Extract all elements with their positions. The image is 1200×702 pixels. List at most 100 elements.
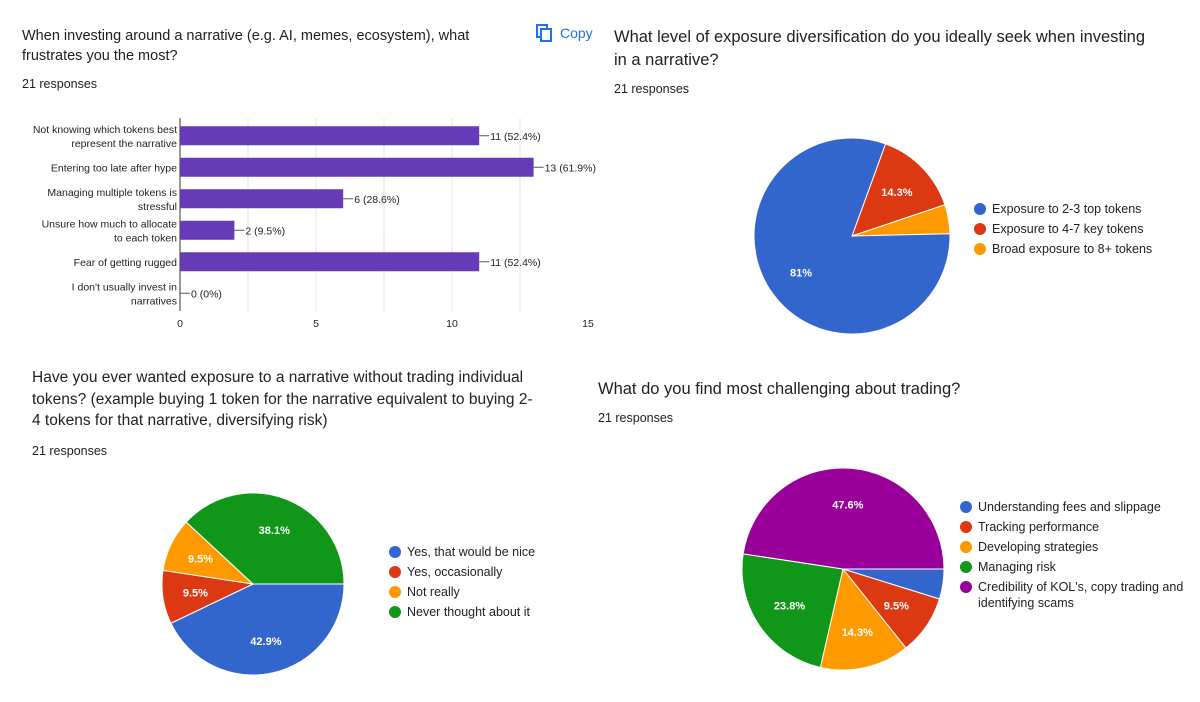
copy-label: Copy (560, 25, 593, 41)
legend-label: Exposure to 2-3 top tokens (992, 202, 1142, 216)
q1-title-line2: frustrates you the most? (22, 48, 178, 65)
q1-bar (180, 220, 235, 240)
q3-pie-slice-label: 9.5% (183, 588, 208, 600)
q4-title: What do you find most challenging about … (598, 378, 1178, 401)
legend-swatch (974, 223, 986, 235)
legend-label: Yes, that would be nice (407, 545, 536, 559)
q1-bar (180, 126, 480, 146)
q1-category-label: Unsure how much to allocate to each token (42, 218, 178, 244)
q3-title-line1: Have you ever wanted exposure to a narra… (32, 369, 524, 386)
q3-pie-slice (185, 492, 345, 585)
q1-value-label: 6 (28.6%) (354, 194, 400, 206)
q4-pie-slice (741, 553, 844, 669)
legend-swatch (960, 561, 972, 573)
q1-bar-chart: Not knowing which tokens best represent t… (33, 118, 596, 330)
q3-title-line3: 4 tokens for that narrative, diversifyin… (32, 412, 328, 430)
legend-label: Not really (407, 585, 460, 599)
q4-pie-slice (742, 467, 945, 570)
q2-panel: What level of exposure diversification d… (614, 26, 1194, 96)
q1-tick-label: 10 (446, 318, 458, 330)
copy-button[interactable]: Copy (536, 24, 593, 42)
q1-title: When investing around a narrative (e.g. … (22, 26, 562, 67)
q3-panel: Have you ever wanted exposure to a narra… (32, 367, 572, 458)
q2-title-line2: in a narrative? (614, 51, 719, 70)
legend-label: Broad exposure to 8+ tokens (992, 242, 1153, 256)
legend-swatch (960, 581, 972, 593)
legend-label: Developing strategies (978, 540, 1099, 554)
q3-title: Have you ever wanted exposure to a narra… (32, 367, 572, 432)
q1-panel: When investing around a narrative (e.g. … (22, 26, 562, 91)
q1-tick-label: 5 (313, 318, 319, 330)
legend-swatch (960, 541, 972, 553)
q4-responses: 21 responses (598, 411, 674, 426)
legend-item: Never thought about it (389, 604, 535, 620)
q3-legend: Yes, that would be nice Yes, occasionally… (389, 544, 535, 624)
legend-swatch (389, 586, 401, 598)
q1-tick-label: 15 (582, 318, 594, 330)
q1-category-label: Not knowing which tokens best represent t… (33, 124, 177, 150)
legend-label: Tracking performance (978, 520, 1100, 534)
q1-bar (180, 189, 344, 209)
q2-pie-slice (851, 143, 946, 237)
q4-pie-slice (819, 567, 907, 671)
q2-legend: Exposure to 2-3 top tokens Exposure to 4-… (974, 201, 1152, 261)
q1-value-label: 2 (9.5%) (245, 225, 285, 237)
q1-category-label: Entering too late after hype (51, 162, 177, 174)
legend-swatch (960, 521, 972, 533)
legend-item: Credibility of KOL's, copy trading and id… (960, 579, 1183, 611)
legend-label: Exposure to 4-7 key tokens (992, 222, 1144, 236)
q1-value-label: 13 (61.9%) (545, 162, 596, 174)
q3-title-line2: tokens? (example buying 1 token for the … (32, 390, 533, 408)
q1-value-label: 0 (0%) (191, 288, 222, 300)
q1-responses: 21 responses (22, 76, 98, 91)
q3-pie-slice-label: 38.1% (259, 525, 290, 537)
legend-label: Understanding fees and slippage (978, 500, 1161, 514)
legend-item: Exposure to 4-7 key tokens (974, 221, 1152, 237)
q4-pie-slice-label: 23.8% (774, 600, 805, 612)
q4-legend: Understanding fees and slippage Tracking … (960, 499, 1183, 615)
legend-item: Yes, that would be nice (389, 544, 535, 560)
legend-item: Understanding fees and slippage (960, 499, 1183, 515)
q2-title: What level of exposure diversification d… (614, 26, 1194, 72)
q1-title-line1: When investing around a narrative (e.g. … (22, 28, 470, 44)
q1-category-label: I don't usually invest in narratives (72, 281, 177, 307)
legend-swatch (389, 566, 401, 578)
q2-title-line1: What level of exposure diversification d… (614, 28, 1146, 46)
q3-pie-chart: 42.9% 9.5% 9.5% 38.1% (161, 492, 345, 676)
legend-item: Developing strategies (960, 539, 1183, 555)
q2-responses: 21 responses (614, 82, 690, 97)
q1-value-label: 11 (52.4%) (490, 257, 541, 269)
legend-item: Broad exposure to 8+ tokens (974, 241, 1152, 257)
q2-pie-chart: 14.3% 81% (753, 137, 951, 335)
legend-label: Yes, occasionally (407, 565, 503, 579)
q3-responses: 21 responses (32, 444, 108, 459)
q2-pie-slice-label: 81% (790, 268, 812, 280)
q1-tick-label: 0 (177, 318, 183, 330)
q4-pie-slice-label: 14.3% (842, 627, 873, 639)
q1-value-label: 11 (52.4%) (490, 131, 541, 143)
q1-bar (180, 252, 480, 272)
q3-pie-slice (170, 583, 345, 676)
legend-swatch (389, 546, 401, 558)
legend-item: Not really (389, 584, 535, 600)
q4-pie-slice-label: 47.6% (832, 500, 863, 512)
legend-label: Managing risk (978, 560, 1056, 574)
legend-label: Credibility of KOL's, copy trading and id… (978, 580, 1184, 610)
q4-pie-chart: 9.5% 14.3% 23.8% 47.6% (741, 467, 945, 671)
q2-pie-slice (753, 137, 951, 335)
q2-pie-slice-label: 14.3% (881, 187, 912, 199)
legend-item: Yes, occasionally (389, 564, 535, 580)
legend-item: Tracking performance (960, 519, 1183, 535)
legend-label: Never thought about it (407, 605, 530, 619)
q1-category-label: Managing multiple tokens is stressful (47, 187, 177, 213)
copy-icon (536, 24, 552, 42)
legend-item: Managing risk (960, 559, 1183, 575)
q4-panel: What do you find most challenging about … (598, 378, 1178, 425)
legend-swatch (974, 203, 986, 215)
legend-swatch (974, 243, 986, 255)
q1-bar (180, 157, 534, 177)
q1-category-label: Fear of getting rugged (74, 257, 177, 269)
q3-pie-slice-label: 42.9% (250, 636, 281, 648)
legend-item: Exposure to 2-3 top tokens (974, 201, 1152, 217)
legend-swatch (960, 501, 972, 513)
